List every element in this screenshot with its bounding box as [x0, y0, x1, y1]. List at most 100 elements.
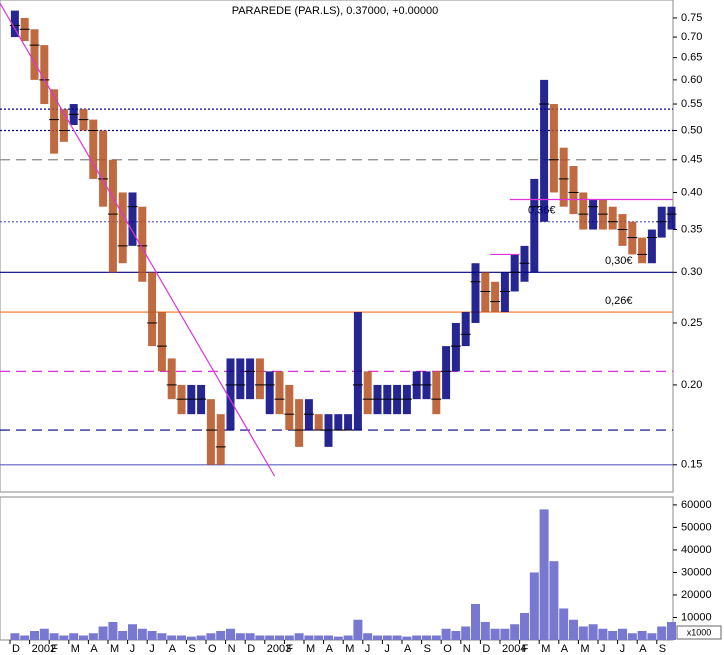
- price-range: [344, 414, 353, 431]
- x-tick-label: J: [620, 643, 626, 655]
- level-label: 0,30€: [605, 255, 633, 267]
- volume-tick-label: 20000: [681, 589, 712, 601]
- x-tick-label: J: [149, 643, 155, 655]
- volume-bar: [128, 624, 137, 640]
- volume-bar: [402, 636, 412, 640]
- price-range: [206, 399, 215, 465]
- x-tick-label: M: [541, 643, 550, 655]
- volume-tick-label: 60000: [681, 499, 712, 511]
- volume-bar: [186, 636, 196, 640]
- volume-bar: [471, 603, 480, 640]
- price-range: [520, 245, 529, 282]
- volume-bar: [294, 633, 304, 640]
- price-range: [148, 272, 157, 347]
- price-range: [667, 206, 676, 230]
- volume-bar: [373, 635, 382, 640]
- price-range: [481, 272, 490, 313]
- volume-bar: [98, 626, 108, 640]
- volume-bar: [667, 621, 676, 640]
- x-tick-label: S: [188, 643, 195, 655]
- volume-bar: [147, 630, 157, 640]
- price-range: [579, 192, 588, 230]
- volume-bar: [304, 635, 314, 640]
- price-range: [99, 130, 108, 207]
- volume-bar: [245, 633, 255, 640]
- price-range: [530, 178, 539, 273]
- volume-panel: [0, 496, 674, 641]
- volume-bar: [255, 635, 265, 640]
- volume-bar: [108, 621, 118, 640]
- volume-tick-label: 40000: [681, 544, 712, 556]
- price-range: [285, 384, 294, 431]
- price-range: [295, 399, 304, 447]
- volume-bar: [333, 636, 343, 640]
- price-range: [442, 346, 451, 400]
- volume-bar: [314, 635, 324, 640]
- x-tick-label: 2003: [267, 643, 291, 655]
- y-tick-label: 0.40: [681, 186, 702, 198]
- volume-bar: [226, 628, 235, 640]
- x-tick-label: A: [639, 643, 647, 655]
- price-range: [471, 263, 480, 323]
- y-tick-label: 0.45: [681, 154, 702, 166]
- volume-bar: [118, 630, 128, 640]
- unit-box: [676, 625, 722, 640]
- x-tick-label: J: [130, 643, 136, 655]
- level-label: 0,26€: [605, 295, 633, 307]
- volume-bar: [177, 635, 186, 640]
- volume-bar: [275, 635, 284, 640]
- x-tick-label: F: [522, 643, 529, 655]
- price-range: [108, 159, 117, 273]
- volume-bar: [216, 630, 226, 640]
- volume-bar: [569, 619, 578, 640]
- price-range: [167, 358, 176, 400]
- y-tick-label: 0.55: [681, 98, 702, 110]
- volume-bar: [490, 628, 500, 640]
- x-tick-label: A: [561, 643, 569, 655]
- volume-bar: [559, 608, 569, 640]
- y-tick-label: 0.25: [681, 317, 702, 329]
- price-range: [118, 192, 127, 264]
- price-range: [10, 10, 19, 38]
- price-range: [265, 371, 274, 415]
- price-range: [569, 165, 578, 215]
- x-tick-label: A: [326, 643, 334, 655]
- price-range: [255, 358, 264, 400]
- x-tick-label: M: [110, 643, 119, 655]
- volume-bar: [137, 628, 147, 640]
- volume-bar: [235, 633, 245, 640]
- price-range: [491, 281, 500, 313]
- price-range: [216, 414, 225, 465]
- volume-bar: [265, 635, 275, 640]
- x-tick-label: A: [169, 643, 177, 655]
- x-tick-label: F: [51, 643, 58, 655]
- chart-title: PARAREDE (PAR.LS), 0.37000, +0.00000: [232, 5, 439, 17]
- volume-bar: [529, 572, 539, 640]
- price-range: [461, 312, 470, 347]
- volume-bar: [451, 630, 461, 640]
- volume-bar: [382, 635, 392, 640]
- price-range: [353, 312, 362, 431]
- price-range: [589, 199, 598, 230]
- price-range: [50, 89, 59, 154]
- y-tick-label: 0.20: [681, 379, 702, 391]
- price-range: [638, 237, 647, 264]
- x-tick-label: M: [345, 643, 354, 655]
- volume-bar: [284, 635, 294, 640]
- volume-tick-label: 30000: [681, 566, 712, 578]
- volume-bar: [196, 635, 206, 640]
- x-tick-label: S: [659, 643, 666, 655]
- price-range: [314, 414, 323, 431]
- x-tick-label: 2004: [502, 643, 526, 655]
- volume-bar: [59, 635, 69, 640]
- volume-tick-label: 10000: [681, 611, 712, 623]
- price-range: [157, 312, 166, 372]
- volume-bar: [588, 624, 598, 640]
- x-tick-label: O: [208, 643, 217, 655]
- x-tick-label: N: [228, 643, 236, 655]
- x-tick-label: J: [365, 643, 371, 655]
- x-tick-label: M: [306, 643, 315, 655]
- volume-bar: [441, 628, 451, 640]
- volume-bar: [49, 633, 59, 640]
- price-range: [510, 254, 519, 292]
